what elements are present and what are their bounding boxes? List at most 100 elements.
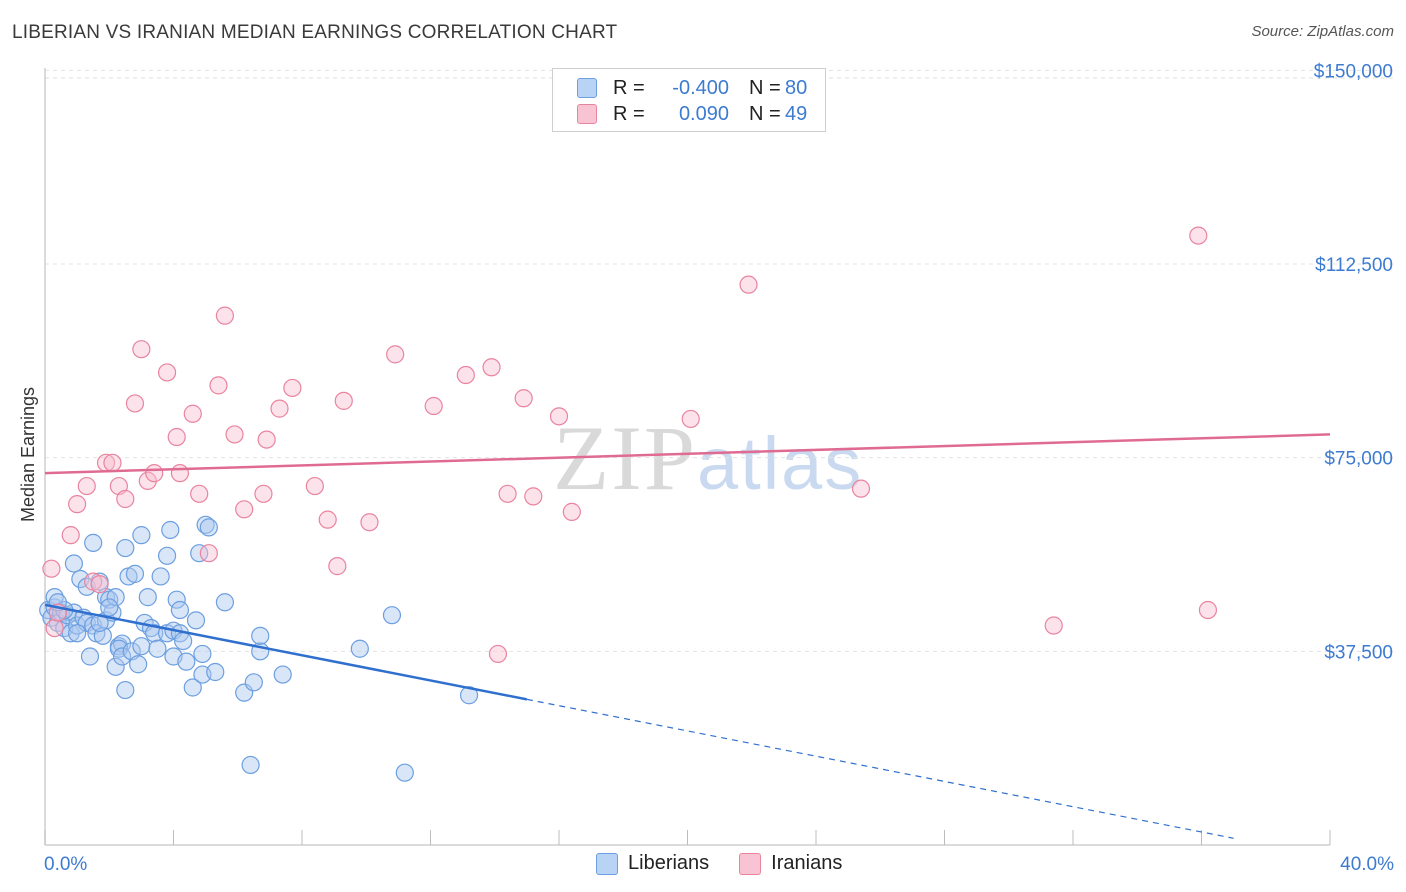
y-tick-label: $112,500 [1315, 255, 1393, 276]
liberian-point [80, 647, 100, 666]
data-points [39, 226, 1218, 782]
r-label: R = [613, 102, 645, 125]
liberian-point [244, 673, 263, 692]
iranians-swatch [577, 104, 597, 124]
iranian-point [1198, 600, 1218, 620]
n-label: N = [749, 102, 781, 125]
liberian-point [145, 624, 164, 643]
liberian-point [129, 655, 148, 674]
liberian-point [68, 624, 87, 643]
axes [44, 68, 1331, 846]
liberian-point [382, 606, 402, 625]
x-tick-label-min: 0.0% [44, 854, 87, 875]
liberian-point [148, 639, 167, 658]
liberian-point [177, 652, 196, 671]
iranian-point [190, 484, 209, 503]
liberian-point [116, 538, 135, 558]
iranian-point [360, 513, 379, 532]
iranian-point [125, 394, 145, 413]
iranian-point [1044, 616, 1063, 635]
y-tick-label: $150,000 [1314, 61, 1393, 82]
n-label: N = [749, 76, 781, 99]
liberian-point [241, 755, 260, 775]
iranian-point [61, 526, 80, 545]
iranian-point [103, 453, 122, 472]
iranian-point [209, 376, 228, 395]
liberian-point [215, 593, 234, 612]
iranian-point [145, 464, 164, 483]
iranian-point [215, 306, 234, 325]
iranian-point [318, 510, 337, 529]
iranian-trend-line [44, 433, 1331, 475]
iranian-point [681, 409, 700, 429]
iranian-point [257, 430, 276, 449]
liberian-point [251, 626, 270, 645]
iranian-point [328, 557, 347, 576]
iranian-point [283, 378, 302, 398]
liberian-point [100, 598, 119, 617]
iranian-point [254, 484, 273, 503]
iranian-point [739, 275, 758, 294]
iranian-point [456, 365, 475, 385]
iranian-point [167, 427, 186, 447]
iranian-point [549, 407, 569, 426]
legend-row-liberians: R = -0.400 N = 80 [577, 75, 807, 101]
iranian-point [482, 358, 501, 377]
trend-lines [44, 433, 1331, 839]
watermark-atlas: atlas [697, 422, 864, 505]
chart-title: LIBERIAN VS IRANIAN MEDIAN EARNINGS CORR… [12, 22, 618, 43]
iranian-point [851, 479, 871, 498]
liberian-point [157, 546, 177, 565]
liberian-point [206, 662, 225, 682]
iranian-point [334, 391, 353, 410]
iranian-point [116, 489, 135, 509]
iranian-point [170, 464, 190, 483]
liberian-point [193, 644, 212, 664]
liberian-point [116, 680, 135, 700]
iranian-point [90, 575, 109, 594]
legend-item-liberians[interactable]: Liberians [596, 852, 709, 875]
liberian-point [186, 611, 206, 630]
iranian-point [225, 425, 244, 444]
liberian-point [395, 763, 414, 782]
series-legend: Liberians Iranians [596, 852, 872, 875]
iranian-point [305, 476, 324, 496]
source-label: Source: ZipAtlas.com [1251, 23, 1394, 40]
iranian-point [386, 345, 405, 364]
iranian-point [157, 363, 177, 382]
iranian-point [514, 389, 533, 408]
iranian-point [77, 476, 96, 496]
liberian-point [106, 657, 125, 676]
iranian-point [498, 484, 517, 503]
liberian-point [167, 590, 186, 609]
legend-label: Liberians [628, 852, 710, 874]
liberian-point [106, 588, 125, 607]
liberian-point [196, 515, 215, 534]
liberian-point [161, 520, 180, 540]
iranian-point [270, 399, 289, 418]
liberian-point [132, 526, 151, 545]
iranian-point [42, 559, 61, 578]
iranian-point [183, 404, 202, 423]
liberian-point [190, 544, 209, 563]
iranians-swatch [739, 852, 762, 875]
iranian-point [562, 502, 581, 521]
liberian-point [64, 554, 84, 573]
r-label: R = [613, 76, 645, 99]
liberian-point [151, 567, 170, 586]
liberian-point [273, 665, 292, 684]
legend-item-iranians[interactable]: Iranians [739, 852, 842, 875]
stats-legend: R = -0.400 N = 80 R = 0.090 N = 49 [552, 68, 826, 132]
liberian-trend-line [44, 603, 528, 701]
y-tick-label: $75,000 [1324, 449, 1393, 470]
liberian-point [174, 631, 193, 651]
gridlines [45, 69, 1395, 652]
liberian-point [125, 564, 145, 583]
r-value: 0.090 [678, 102, 729, 125]
liberian-point [112, 647, 132, 666]
liberian-point [170, 600, 190, 620]
iranian-point [524, 487, 543, 506]
y-tick-label: $37,500 [1324, 642, 1393, 663]
liberians-swatch [577, 78, 597, 98]
